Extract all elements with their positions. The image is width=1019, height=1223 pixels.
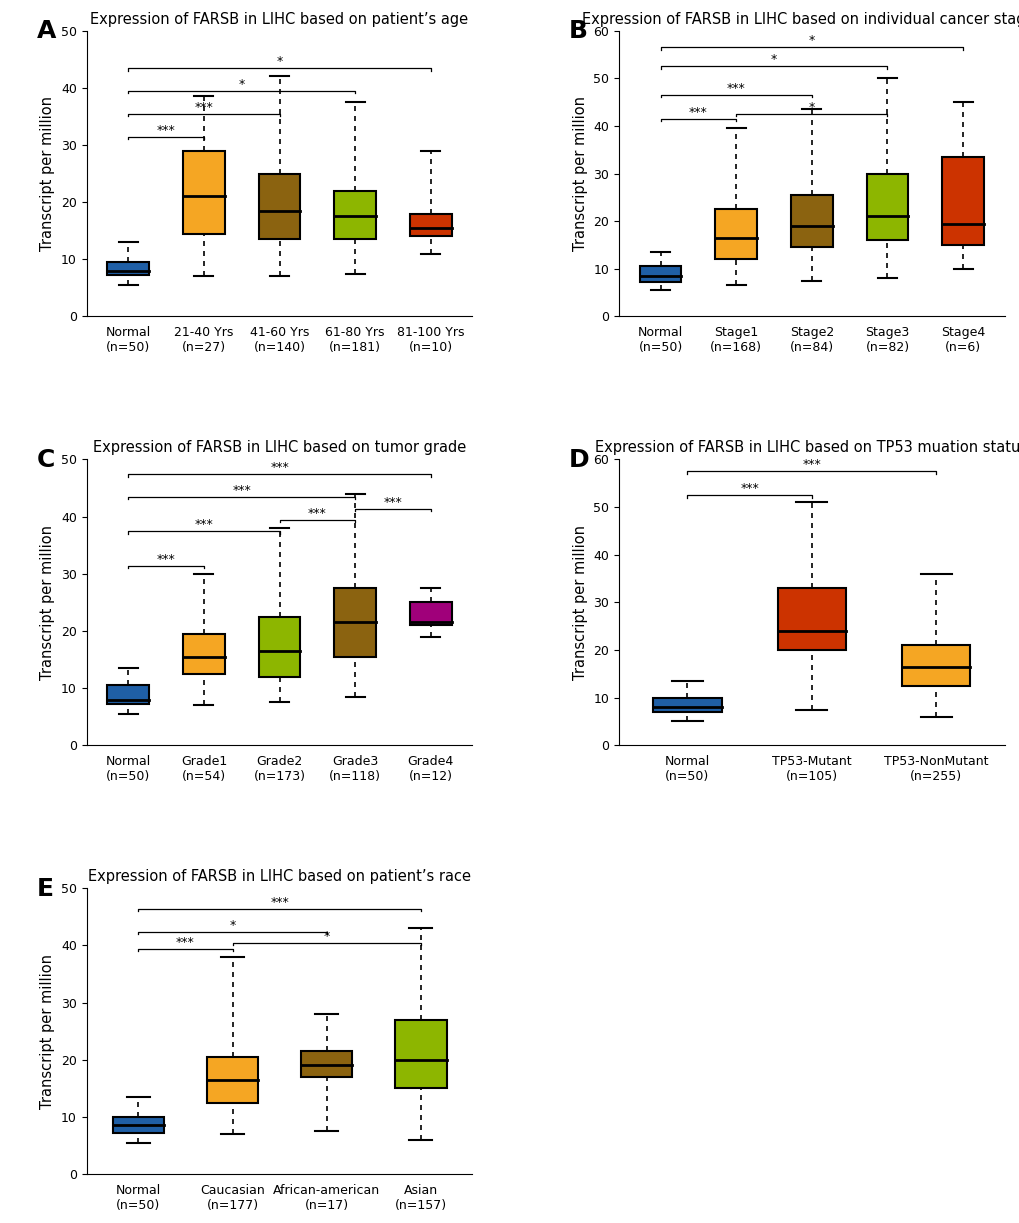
Bar — [301, 1051, 353, 1077]
Bar — [639, 267, 681, 283]
Title: Expression of FARSB in LIHC based on individual cancer stages: Expression of FARSB in LIHC based on ind… — [581, 12, 1019, 27]
Bar — [410, 214, 451, 236]
Text: *: * — [238, 78, 245, 92]
Text: *: * — [808, 102, 814, 114]
Text: B: B — [569, 20, 587, 43]
Title: Expression of FARSB in LIHC based on patient’s race: Expression of FARSB in LIHC based on pat… — [88, 870, 471, 884]
Bar — [107, 685, 149, 704]
Bar — [791, 194, 832, 247]
Text: ***: *** — [195, 102, 213, 114]
Text: C: C — [37, 448, 55, 472]
Text: E: E — [37, 877, 54, 901]
Text: ***: *** — [176, 936, 195, 949]
Text: ***: *** — [270, 461, 288, 475]
Bar — [410, 602, 451, 625]
Text: *: * — [323, 931, 329, 943]
Text: ***: *** — [802, 459, 820, 471]
Bar — [183, 150, 224, 234]
Text: *: * — [229, 918, 235, 932]
Text: ***: *** — [270, 895, 288, 909]
Bar — [334, 191, 376, 240]
Bar — [866, 174, 907, 240]
Text: *: * — [808, 34, 814, 48]
Bar — [112, 1117, 164, 1132]
Bar — [652, 697, 720, 712]
Bar — [183, 634, 224, 674]
Title: Expression of FARSB in LIHC based on patient’s age: Expression of FARSB in LIHC based on pat… — [91, 12, 468, 27]
Text: ***: *** — [740, 482, 758, 495]
Bar — [776, 588, 845, 649]
Text: ***: *** — [157, 124, 175, 137]
Text: ***: *** — [157, 553, 175, 566]
Bar — [207, 1057, 258, 1103]
Text: D: D — [569, 448, 589, 472]
Text: ***: *** — [689, 106, 707, 119]
Bar — [259, 616, 300, 676]
Y-axis label: Transcript per million: Transcript per million — [41, 525, 55, 680]
Text: ***: *** — [308, 508, 326, 520]
Bar — [942, 157, 983, 245]
Y-axis label: Transcript per million: Transcript per million — [41, 954, 55, 1108]
Text: ***: *** — [383, 495, 401, 509]
Bar — [394, 1020, 446, 1088]
Y-axis label: Transcript per million: Transcript per million — [572, 97, 587, 251]
Bar — [334, 588, 376, 657]
Y-axis label: Transcript per million: Transcript per million — [572, 525, 587, 680]
Text: ***: *** — [727, 82, 745, 95]
Bar — [714, 209, 756, 259]
Text: A: A — [37, 20, 56, 43]
Title: Expression of FARSB in LIHC based on TP53 muation status: Expression of FARSB in LIHC based on TP5… — [595, 440, 1019, 455]
Text: ***: *** — [195, 519, 213, 532]
Bar — [901, 646, 969, 686]
Text: *: * — [276, 55, 282, 68]
Bar — [107, 262, 149, 275]
Text: *: * — [770, 54, 776, 66]
Bar — [259, 174, 300, 240]
Y-axis label: Transcript per million: Transcript per million — [41, 97, 55, 251]
Title: Expression of FARSB in LIHC based on tumor grade: Expression of FARSB in LIHC based on tum… — [93, 440, 466, 455]
Text: ***: *** — [232, 484, 251, 497]
